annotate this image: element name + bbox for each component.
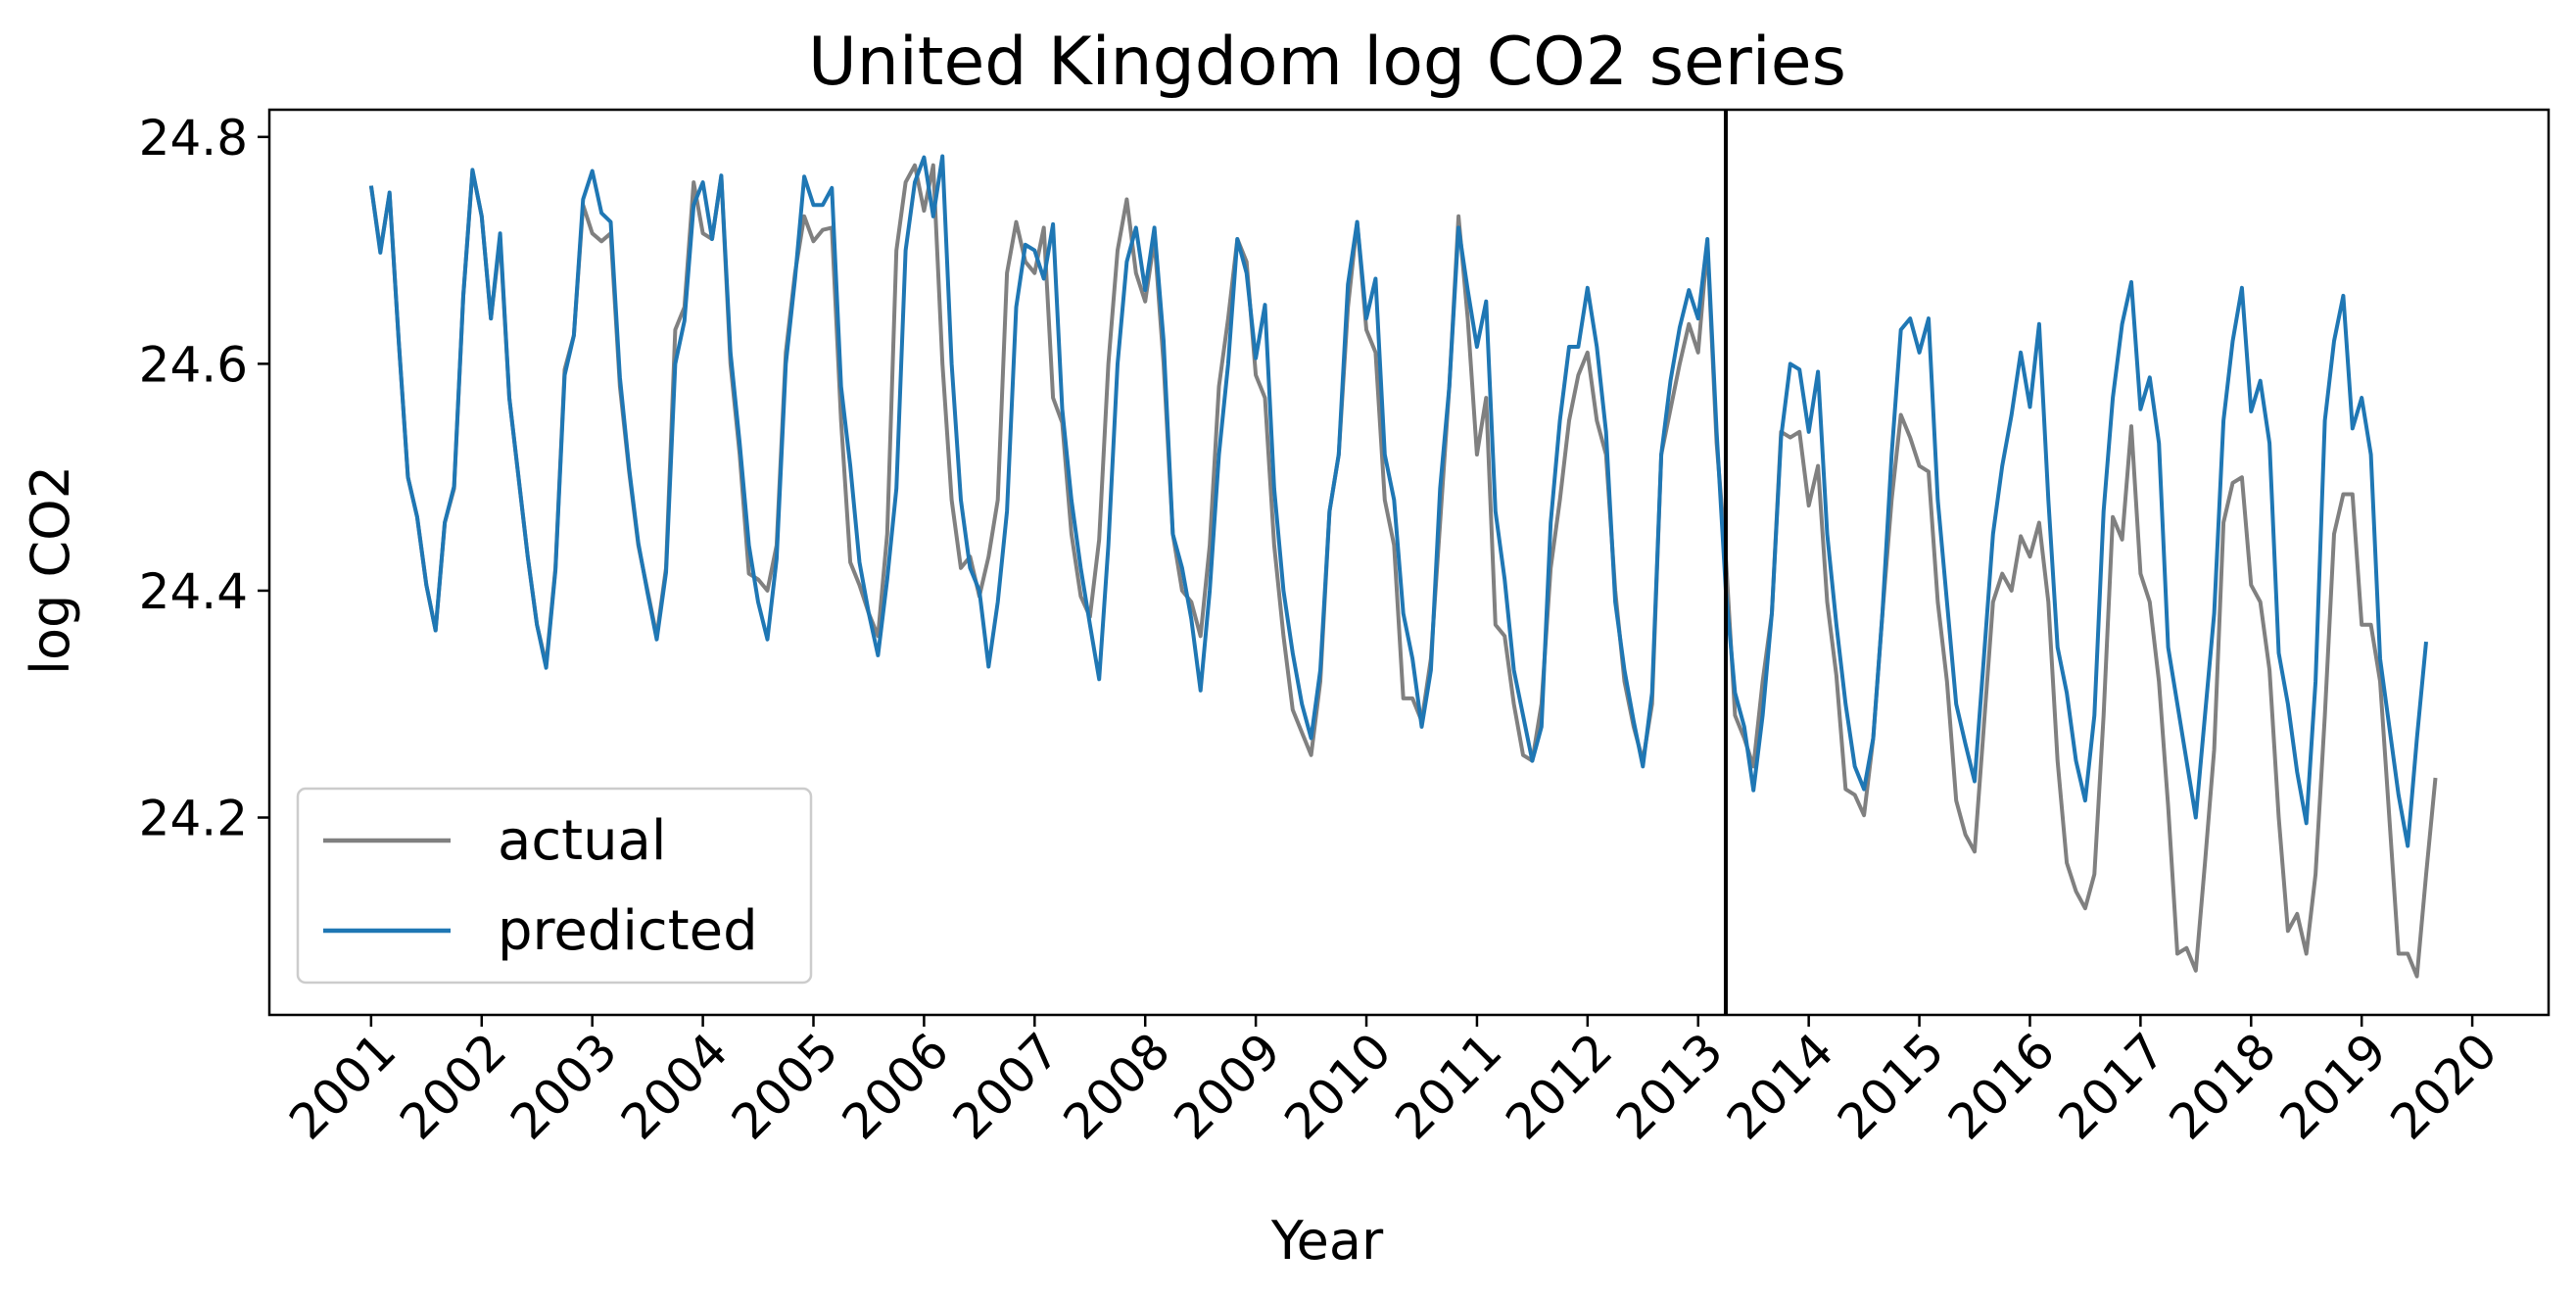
x-tick-label: 2013: [1605, 1022, 1734, 1150]
y-tick-label: 24.2: [139, 791, 248, 847]
plot-area: [368, 110, 2438, 1015]
x-tick-label: 2016: [1937, 1022, 2066, 1150]
legend-label-actual: actual: [498, 809, 666, 873]
x-tick-label: 2006: [832, 1022, 960, 1150]
x-tick-label: 2003: [500, 1022, 628, 1150]
x-tick-label: 2005: [721, 1022, 849, 1150]
y-axis-label: log CO2: [20, 465, 81, 675]
chart-title: United Kingdom log CO2 series: [808, 24, 1846, 101]
x-tick-label: 2012: [1495, 1022, 1623, 1150]
y-tick-label: 24.8: [139, 110, 248, 167]
y-tick-label: 24.6: [139, 336, 248, 393]
legend-box: [296, 787, 813, 985]
x-tick-label: 2009: [1164, 1022, 1292, 1150]
x-tick-label: 2017: [2048, 1022, 2176, 1150]
x-tick-label: 2018: [2159, 1022, 2287, 1150]
x-tick-label: 2010: [1274, 1022, 1403, 1150]
x-tick-label: 2007: [942, 1022, 1071, 1150]
x-tick-label: 2002: [389, 1022, 517, 1150]
legend-label-predicted: predicted: [498, 899, 758, 963]
x-tick-label: 2014: [1716, 1022, 1844, 1150]
x-tick-label: 2015: [1827, 1022, 1955, 1150]
x-tick-label: 2019: [2269, 1022, 2398, 1150]
y-tick-label: 24.4: [139, 563, 248, 620]
x-tick-label: 2008: [1053, 1022, 1181, 1150]
x-tick-label: 2020: [2380, 1022, 2508, 1150]
x-tick-label: 2001: [278, 1022, 406, 1150]
x-tick-label: 2004: [610, 1022, 739, 1150]
legend: actual predicted: [296, 787, 813, 985]
series-line-predicted: [368, 154, 2428, 848]
x-axis-label: Year: [1270, 1210, 1384, 1272]
plot-frame: [267, 108, 2551, 1017]
x-tick-label: 2011: [1384, 1022, 1512, 1150]
